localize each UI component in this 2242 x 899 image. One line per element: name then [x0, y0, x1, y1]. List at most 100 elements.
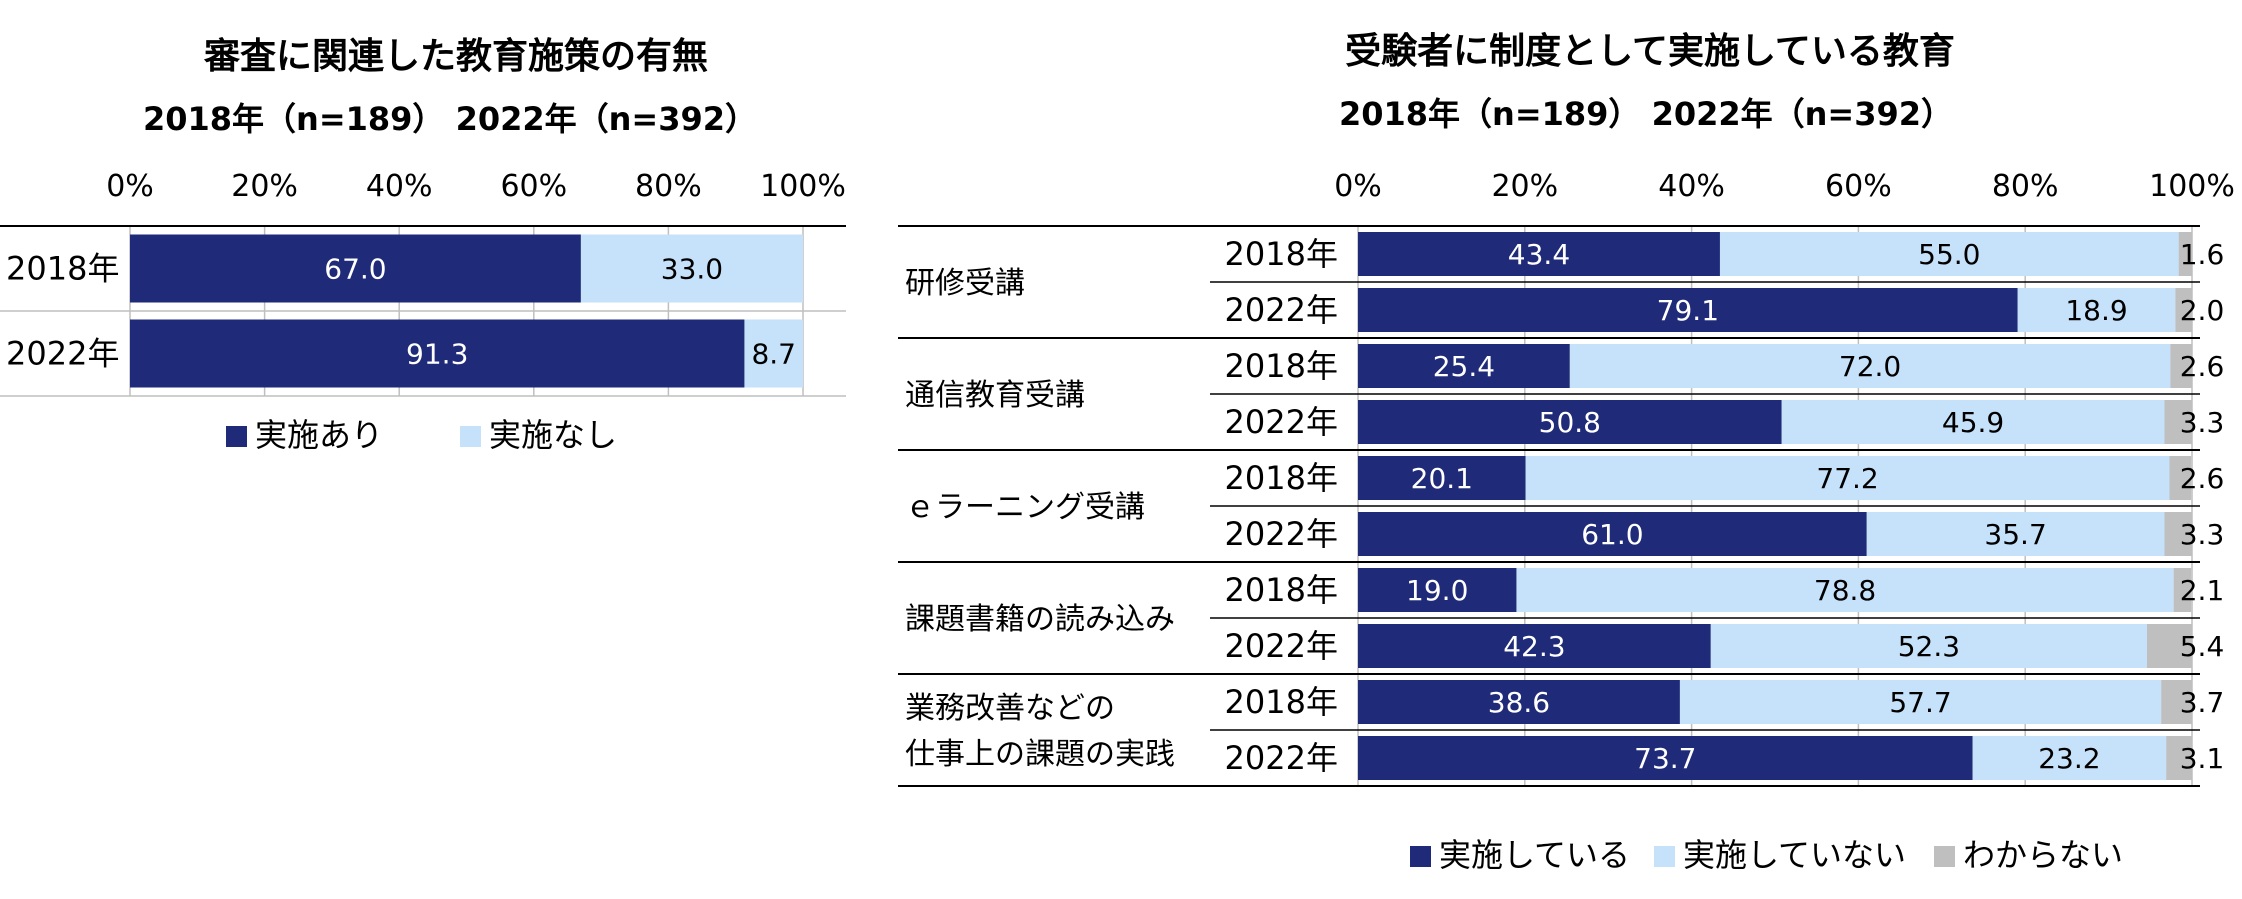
- right-data-label: 77.2: [1816, 462, 1878, 495]
- right-bar-not-implemented: [1972, 736, 2167, 780]
- right-data-label: 42.3: [1503, 630, 1565, 663]
- right-chart-title: 受験者に制度として実施している教育: [1345, 31, 1955, 72]
- right-group-label: ｅラーニング受講: [905, 490, 1145, 525]
- right-year-label: 2018年: [1225, 459, 1338, 497]
- right-legend-swatch: [1410, 846, 1431, 867]
- right-bar-implemented: [1358, 736, 1973, 780]
- right-x-tick-label: 0%: [1334, 169, 1382, 204]
- right-bar-not-implemented: [1781, 400, 2165, 444]
- right-data-label: 57.7: [1889, 686, 1951, 719]
- right-data-label: 38.6: [1488, 686, 1550, 719]
- right-bar-not-implemented: [1719, 232, 2179, 276]
- left-data-label: 8.7: [751, 338, 796, 371]
- left-x-tick-label: 100%: [760, 169, 846, 204]
- right-data-label: 52.3: [1898, 630, 1960, 663]
- right-bar-unknown: [2164, 512, 2192, 556]
- left-bar-not-implemented: [744, 319, 803, 388]
- left-bar-implemented: [130, 319, 745, 388]
- right-data-label: 25.4: [1433, 350, 1495, 383]
- right-bar-not-implemented: [1525, 456, 2170, 500]
- left-x-tick-label: 20%: [231, 169, 298, 204]
- right-year-label: 2022年: [1225, 515, 1338, 553]
- right-bar-implemented: [1358, 456, 1526, 500]
- left-legend-swatch: [460, 426, 481, 447]
- right-data-label: 5.4: [2180, 630, 2225, 663]
- left-legend-label: 実施あり: [255, 416, 383, 454]
- left-data-label: 91.3: [406, 338, 468, 371]
- right-bar-implemented: [1358, 232, 1720, 276]
- right-x-tick-label: 100%: [2149, 169, 2235, 204]
- right-data-label: 3.1: [2180, 742, 2225, 775]
- right-bar-implemented: [1358, 624, 1711, 668]
- right-data-label: 79.1: [1657, 294, 1719, 327]
- left-legend-label: 実施なし: [489, 416, 617, 454]
- right-bar-implemented: [1358, 288, 2018, 332]
- right-data-label: 3.7: [2180, 686, 2225, 719]
- right-data-label: 2.6: [2180, 350, 2225, 383]
- right-bar-implemented: [1358, 568, 1517, 612]
- right-legend-label: 実施していない: [1683, 836, 1906, 874]
- right-data-label: 43.4: [1508, 238, 1570, 271]
- right-bar-unknown: [2169, 456, 2192, 500]
- right-data-label: 2.0: [2180, 294, 2225, 327]
- right-bar-unknown: [2175, 288, 2192, 332]
- right-data-label: 18.9: [2065, 294, 2127, 327]
- right-data-label: 73.7: [1634, 742, 1696, 775]
- right-legend-swatch: [1934, 846, 1955, 867]
- left-data-label: 33.0: [661, 253, 723, 286]
- right-bar-not-implemented: [1569, 344, 2171, 388]
- left-category-label: 2022年: [6, 335, 119, 373]
- right-group-label: 課題書籍の読み込み: [905, 602, 1175, 637]
- right-group-label: 通信教育受講: [905, 378, 1085, 413]
- right-group-label: 研修受講: [905, 266, 1025, 301]
- left-x-tick-label: 60%: [500, 169, 567, 204]
- right-bar-implemented: [1358, 344, 1570, 388]
- left-legend: 実施あり 実施なし: [226, 416, 617, 454]
- right-year-label: 2018年: [1225, 347, 1338, 385]
- right-year-label: 2018年: [1225, 683, 1338, 721]
- left-data-labels: 67.0 33.0 91.3 8.7: [324, 253, 796, 371]
- left-chart-subtitle: 2018年（n=189） 2022年（n=392）: [143, 100, 757, 138]
- left-x-tick-label: 0%: [106, 169, 154, 204]
- right-bar-unknown: [2173, 568, 2192, 612]
- right-year-label: 2022年: [1225, 403, 1338, 441]
- right-data-label: 45.9: [1942, 406, 2004, 439]
- right-data-label: 20.1: [1411, 462, 1473, 495]
- right-bar-unknown: [2178, 232, 2192, 276]
- right-bar-implemented: [1358, 400, 1782, 444]
- right-legend-label: 実施している: [1439, 836, 1630, 874]
- right-bar-not-implemented: [1516, 568, 2174, 612]
- right-year-label: 2018年: [1225, 235, 1338, 273]
- right-data-label: 50.8: [1539, 406, 1601, 439]
- left-x-tick-label: 40%: [366, 169, 433, 204]
- right-legend: 実施している 実施していない わからない: [1410, 836, 2123, 874]
- right-data-label: 23.2: [2038, 742, 2100, 775]
- right-data-label: 2.1: [2180, 574, 2225, 607]
- left-legend-swatch: [226, 426, 247, 447]
- right-legend-label: わからない: [1963, 836, 2123, 874]
- right-year-label: 2022年: [1225, 627, 1338, 665]
- right-chart-subtitle: 2018年（n=189） 2022年（n=392）: [1339, 95, 1953, 133]
- right-data-label: 3.3: [2180, 518, 2225, 551]
- right-x-tick-label: 40%: [1658, 169, 1725, 204]
- right-bars: [1358, 232, 2192, 780]
- right-bar-not-implemented: [1866, 512, 2165, 556]
- left-bar-implemented: [130, 234, 581, 303]
- right-data-label: 55.0: [1918, 238, 1980, 271]
- right-data-label: 19.0: [1406, 574, 1468, 607]
- right-data-label: 1.6: [2180, 238, 2225, 271]
- right-year-label: 2018年: [1225, 571, 1338, 609]
- right-data-labels: 43.4 55.0 1.6 79.1 18.9 2.0 25.4 72.0 2.6 50.8 45.…: [1406, 238, 2224, 775]
- right-bar-implemented: [1358, 680, 1680, 724]
- right-x-tick-label: 80%: [1992, 169, 2059, 204]
- right-x-tick-label: 60%: [1825, 169, 1892, 204]
- right-bar-unknown: [2166, 736, 2192, 780]
- right-year-label: 2022年: [1225, 739, 1338, 777]
- left-bar-not-implemented: [580, 234, 803, 303]
- right-bar-unknown: [2164, 400, 2192, 444]
- left-x-tick-label: 80%: [635, 169, 702, 204]
- left-category-label: 2018年: [6, 250, 119, 288]
- left-chart-title: 審査に関連した教育施策の有無: [203, 36, 708, 77]
- left-x-ticks: 0% 20% 40% 60% 80% 100%: [106, 169, 846, 204]
